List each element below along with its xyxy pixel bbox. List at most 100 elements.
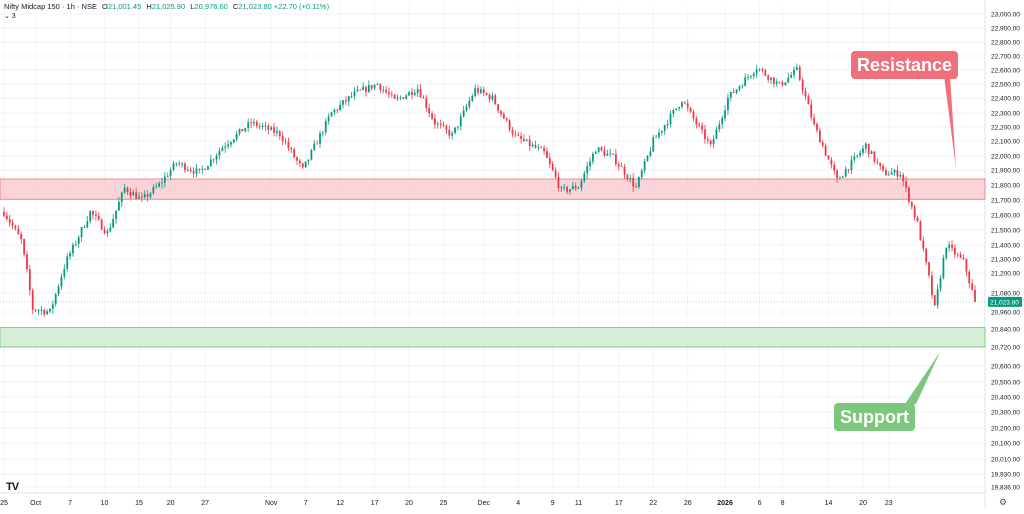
candle-body	[974, 289, 976, 302]
candle-body	[379, 84, 382, 90]
candle-body	[752, 73, 755, 76]
candles	[3, 63, 976, 317]
indicators-toggle[interactable]: ⌄ 3	[4, 13, 16, 20]
candle-body	[795, 66, 798, 70]
open-value: 21,001.45	[107, 2, 142, 11]
candle-body	[554, 170, 557, 178]
x-tick-label: 22	[649, 500, 657, 507]
candle-body	[221, 147, 224, 151]
candle-body	[813, 117, 816, 124]
candle-body	[508, 120, 511, 130]
symbol-legend: Nifty Midcap 150 · 1h · NSE O21,001.45 H…	[4, 2, 329, 12]
candle-body	[732, 91, 735, 93]
annotation-arrows	[905, 76, 956, 404]
candle-body	[755, 69, 758, 74]
candle-body	[597, 147, 600, 152]
candle-body	[376, 84, 379, 85]
candle-body	[931, 275, 933, 296]
x-tick-label: 17	[615, 500, 623, 507]
candle-body	[836, 170, 839, 178]
x-tick-label: Nov	[265, 500, 278, 507]
candle-body	[304, 161, 307, 168]
candle-body	[913, 206, 916, 218]
candle-body	[439, 123, 442, 125]
candle-body	[57, 286, 60, 294]
candle-body	[321, 132, 324, 134]
candle-body	[560, 187, 563, 189]
candle-body	[135, 192, 138, 199]
y-tick-label: 22,200.00	[991, 125, 1020, 132]
candle-body	[3, 212, 5, 216]
candle-body	[118, 201, 120, 211]
candle-body	[132, 192, 135, 196]
candle-body	[876, 161, 879, 163]
candle-body	[17, 228, 20, 235]
candle-body	[115, 210, 117, 219]
candle-body	[844, 169, 847, 177]
candle-body	[816, 123, 818, 131]
candle-body	[344, 100, 347, 102]
candle-body	[617, 164, 620, 167]
candle-body	[310, 150, 313, 160]
candle-body	[14, 225, 17, 229]
candle-body	[51, 304, 54, 309]
candle-body	[402, 97, 405, 99]
candle-body	[853, 156, 856, 160]
candle-body	[612, 153, 614, 155]
candle-body	[563, 186, 566, 188]
candle-body	[494, 95, 497, 105]
x-tick-label: 8	[781, 500, 785, 507]
candle-body	[434, 118, 436, 125]
x-tick-label: 2026	[717, 500, 733, 507]
candle-body	[146, 194, 149, 197]
open-label: O	[102, 2, 108, 11]
symbol-title[interactable]: Nifty Midcap 150 · 1h · NSE	[4, 2, 97, 11]
candle-body	[388, 92, 390, 95]
candle-body	[224, 146, 227, 148]
candle-body	[488, 94, 491, 100]
low-label: L	[190, 2, 195, 11]
candle-body	[778, 81, 781, 83]
candle-body	[11, 222, 14, 226]
candle-body	[43, 309, 46, 315]
candle-body	[787, 77, 790, 83]
candle-body	[681, 102, 683, 107]
candle-body	[540, 147, 543, 149]
candle-body	[658, 132, 660, 138]
candle-body	[770, 77, 772, 80]
candle-body	[195, 168, 198, 174]
candle-body	[885, 170, 887, 176]
resistance-label[interactable]: Resistance	[851, 51, 959, 79]
candle-body	[879, 162, 882, 166]
candle-body	[735, 89, 738, 93]
support-label[interactable]: Support	[834, 403, 915, 431]
candle-body	[936, 289, 939, 306]
candle-body	[537, 147, 540, 149]
candle-body	[405, 95, 408, 99]
candle-body	[548, 157, 551, 164]
candle-body	[784, 82, 787, 86]
candle-body	[100, 219, 103, 230]
candle-body	[945, 247, 948, 258]
candle-body	[215, 155, 218, 160]
candle-body	[718, 124, 721, 130]
low-value: 20,976.60	[194, 2, 228, 11]
gear-icon[interactable]: ⚙	[999, 497, 1008, 507]
candle-body	[140, 196, 143, 198]
candle-body	[793, 69, 795, 76]
candle-body	[276, 131, 278, 133]
tradingview-logo-icon[interactable]: TV	[6, 481, 19, 493]
close-label: C	[232, 2, 239, 11]
candle-body	[652, 137, 655, 152]
candle-body	[798, 66, 801, 80]
candle-body	[683, 102, 686, 104]
x-tick-label: 7	[304, 500, 308, 507]
candle-body	[172, 163, 175, 171]
y-tick-label: 20,840.00	[991, 327, 1020, 334]
candle-body	[497, 104, 500, 111]
candle-body	[715, 129, 718, 140]
candle-body	[298, 160, 301, 164]
candle-body	[672, 109, 675, 114]
